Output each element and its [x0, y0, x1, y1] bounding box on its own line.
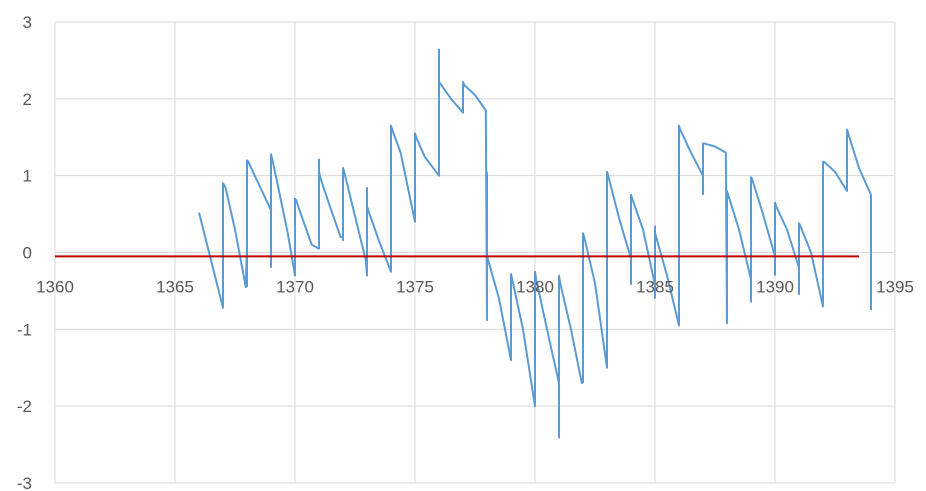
y-tick-label: 0	[23, 244, 32, 263]
y-tick-label: 1	[23, 167, 32, 186]
x-axis-tick-labels: 1360 1365 1370 1375 1380 1385 1390 1395	[36, 278, 914, 297]
y-tick-label: -3	[17, 474, 32, 491]
x-tick-label: 1395	[876, 278, 914, 297]
x-tick-label: 1375	[396, 278, 434, 297]
spike-layer	[222, 48, 872, 439]
y-tick-label: -1	[17, 320, 32, 339]
y-axis-tick-labels: -3 -2 -1 0 1 2 3	[17, 13, 32, 491]
y-tick-label: 3	[23, 13, 32, 32]
x-tick-label: 1380	[516, 278, 554, 297]
x-tick-label: 1390	[756, 278, 794, 297]
x-tick-label: 1365	[156, 278, 194, 297]
x-tick-label: 1385	[636, 278, 674, 297]
y-tick-label: -2	[17, 397, 32, 416]
y-tick-label: 2	[23, 90, 32, 109]
x-tick-label: 1360	[36, 278, 74, 297]
x-tick-label: 1370	[276, 278, 314, 297]
